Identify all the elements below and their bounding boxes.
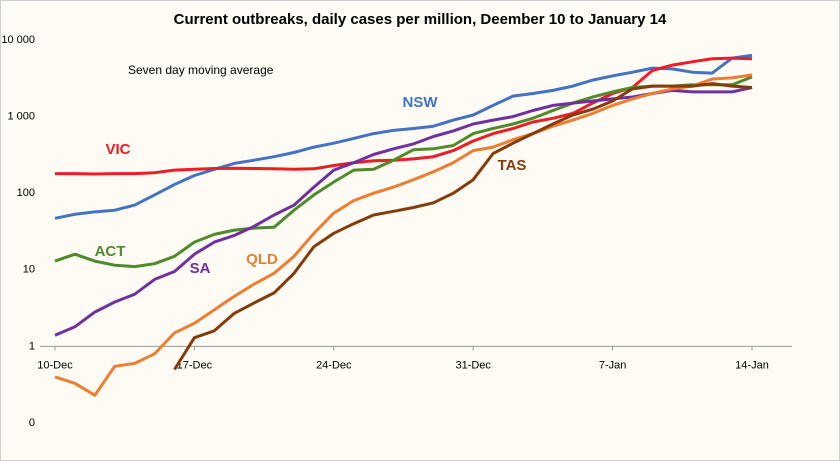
series-line: [54, 86, 753, 337]
series-line: [55, 56, 753, 176]
x-tick-label: 10-Dec: [37, 359, 73, 371]
series-label: VIC: [105, 141, 130, 158]
y-tick-label: 1 000: [7, 111, 35, 123]
series-label: TAS: [498, 157, 527, 174]
x-tick-label: 14-Jan: [735, 359, 769, 371]
series-line: [54, 53, 753, 220]
series-label: NSW: [403, 94, 439, 111]
x-tick-label: 17-Dec: [177, 359, 213, 371]
y-tick-label: 10: [23, 264, 35, 276]
series-label: SA: [190, 260, 211, 277]
y-tick-label: 10 000: [1, 34, 35, 46]
x-tick-label: 31-Dec: [455, 359, 491, 371]
y-tick-label: 0: [29, 417, 35, 429]
x-tick-label: 24-Dec: [316, 359, 352, 371]
series-line: [173, 82, 753, 371]
x-tick-label: 7-Jan: [599, 359, 627, 371]
chart-title: Current outbreaks, daily cases per milli…: [174, 11, 667, 28]
chart-subtitle: Seven day moving average: [128, 63, 274, 77]
series-label: ACT: [95, 243, 126, 260]
y-tick-label: 1: [29, 340, 35, 352]
series-label: QLD: [246, 251, 278, 268]
y-tick-label: 100: [17, 187, 35, 199]
series-line: [54, 73, 753, 397]
